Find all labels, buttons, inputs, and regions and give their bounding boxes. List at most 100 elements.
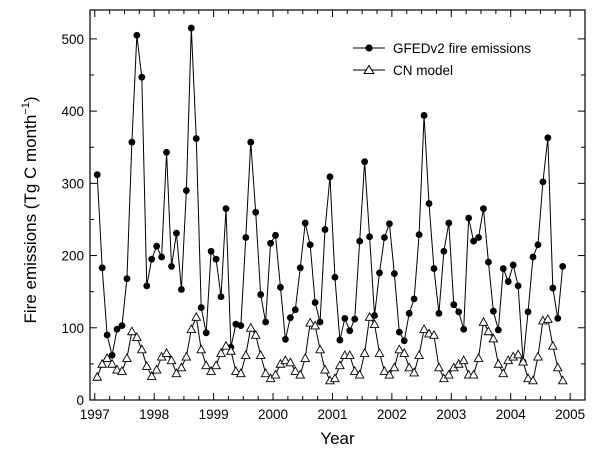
gfedv2-point bbox=[163, 148, 170, 156]
gfedv2-point bbox=[277, 283, 284, 291]
cn-model-point bbox=[404, 362, 415, 372]
cn-model-point bbox=[166, 355, 177, 365]
gfedv2-point bbox=[489, 307, 497, 315]
series-cn-model bbox=[92, 311, 568, 385]
cn-model-point bbox=[255, 350, 266, 360]
gfedv2-point bbox=[153, 242, 161, 250]
cn-model-point bbox=[542, 313, 553, 323]
cn-model-point bbox=[107, 358, 118, 368]
gfedv2-point bbox=[257, 291, 265, 298]
cn-model-point bbox=[230, 365, 241, 375]
y-axis-title-main: Fire emissions (Tg C month bbox=[21, 115, 40, 324]
cn-model-point bbox=[136, 344, 147, 354]
y-axis-title-close: ) bbox=[21, 97, 40, 103]
cn-model-point bbox=[141, 360, 152, 370]
gfedv2-point bbox=[143, 282, 151, 290]
gfedv2-point bbox=[395, 328, 403, 336]
cn-model-point bbox=[221, 340, 231, 350]
cn-model-point bbox=[547, 340, 558, 350]
x-tick-label: 1998 bbox=[139, 407, 169, 422]
gfedv2-point bbox=[272, 231, 279, 239]
cn-model-point bbox=[399, 347, 410, 357]
cn-model-point bbox=[458, 355, 469, 365]
cn-model-point bbox=[216, 347, 226, 357]
cn-model-point bbox=[121, 352, 132, 362]
legend-marker-cn-model bbox=[363, 64, 375, 74]
plot-frame bbox=[89, 9, 586, 401]
cn-model-point bbox=[414, 350, 425, 360]
cn-model-point bbox=[250, 329, 261, 339]
gfedv2-point bbox=[336, 336, 344, 344]
gfedv2-point bbox=[168, 262, 175, 270]
gfedv2-point bbox=[356, 237, 364, 245]
gfedv2-point bbox=[346, 327, 354, 335]
gfedv2-point bbox=[405, 309, 413, 317]
gfedv2-point bbox=[415, 231, 423, 239]
cn-model-point bbox=[176, 362, 187, 372]
gfedv2-point bbox=[499, 265, 507, 272]
cn-model-point bbox=[240, 350, 251, 360]
gfedv2-point bbox=[425, 200, 433, 207]
gfedv2-point bbox=[440, 247, 448, 255]
gfedv2-point bbox=[306, 241, 314, 249]
gfedv2-point bbox=[430, 265, 438, 272]
cn-model-point bbox=[191, 311, 202, 321]
gfedv2-point bbox=[465, 214, 473, 222]
cn-model-point bbox=[359, 347, 370, 357]
cn-model-point bbox=[310, 320, 321, 330]
cn-model-point bbox=[513, 349, 524, 359]
cn-model-point bbox=[389, 362, 400, 372]
gfedv2-point bbox=[242, 234, 250, 241]
gfedv2-point bbox=[460, 325, 468, 333]
cn-model-point bbox=[364, 311, 375, 321]
gfedv2-point bbox=[222, 205, 230, 213]
cn-model-point bbox=[270, 369, 281, 379]
cn-model-point bbox=[329, 373, 340, 383]
cn-model-point bbox=[206, 365, 217, 375]
x-tick-label: 2005 bbox=[555, 407, 585, 422]
gfedv2-point bbox=[282, 335, 289, 343]
cn-model-point bbox=[300, 352, 311, 362]
gfedv2-point bbox=[192, 135, 200, 142]
x-tick-label: 2004 bbox=[496, 407, 527, 422]
cn-model-point bbox=[473, 352, 484, 362]
gfedv2-point bbox=[381, 234, 388, 241]
y-tick-label: 200 bbox=[61, 249, 84, 264]
gfedv2-point bbox=[504, 278, 512, 285]
x-tick-label: 1997 bbox=[80, 407, 110, 422]
cn-model-point bbox=[483, 326, 494, 336]
gfedv2-point bbox=[534, 241, 542, 249]
gfedv2-point bbox=[207, 247, 215, 255]
cn-model-point bbox=[161, 347, 172, 357]
gfedv2-point bbox=[108, 351, 116, 359]
cn-model-point bbox=[518, 356, 529, 366]
x-tick-label: 2000 bbox=[258, 407, 288, 422]
cn-model-point bbox=[409, 367, 420, 377]
gfedv2-point bbox=[549, 284, 557, 292]
gfedv2-point bbox=[400, 337, 408, 345]
gfedv2-point bbox=[544, 134, 552, 142]
gfedv2-point bbox=[103, 331, 111, 339]
gfedv2-point bbox=[267, 239, 274, 247]
cn-model-point bbox=[92, 371, 103, 381]
cn-model-point bbox=[315, 344, 326, 354]
x-axis: 1997 1998 1999 2000 2001 2002 2003 2004 2005 bbox=[80, 10, 585, 422]
gfedv2-point bbox=[455, 308, 463, 316]
cn-model-point bbox=[433, 362, 444, 372]
gfedv2-point bbox=[262, 318, 269, 326]
gfedv2-point bbox=[524, 308, 532, 316]
gfedv2-point bbox=[385, 220, 393, 228]
gfedv2-point bbox=[420, 112, 428, 119]
x-tick-label: 2003 bbox=[436, 407, 466, 422]
y-tick-label: 400 bbox=[61, 104, 84, 119]
gfedv2-point bbox=[366, 233, 373, 241]
gfedv2-point bbox=[247, 138, 255, 146]
gfedv2-point bbox=[252, 208, 260, 216]
gfedv2-point bbox=[291, 306, 299, 314]
cn-model-point bbox=[419, 324, 430, 334]
gfedv2-point bbox=[197, 304, 205, 311]
cn-model-point bbox=[374, 347, 385, 357]
cn-model-point bbox=[320, 364, 330, 374]
gfedv2-point bbox=[361, 158, 369, 166]
cn-model-point bbox=[394, 344, 405, 354]
